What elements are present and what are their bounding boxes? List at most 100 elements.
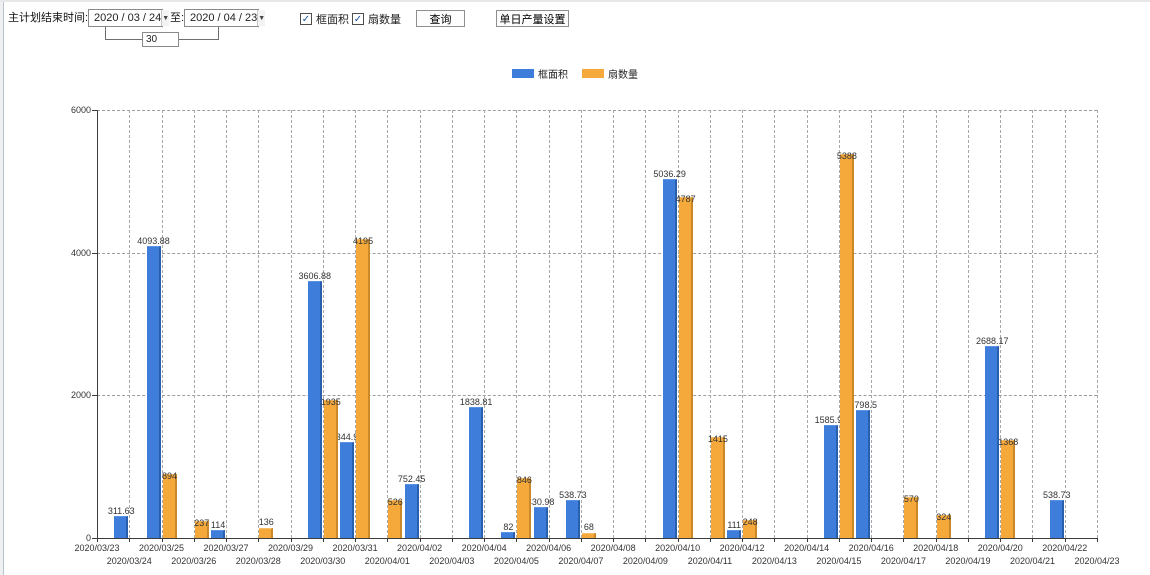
x-axis-tick [580, 538, 582, 542]
bar-value-label: 1368 [998, 437, 1019, 448]
date-from-value: 2020 / 03 / 24 [94, 12, 162, 24]
checkbox-sash-count[interactable]: ✓ 扇数量 [352, 11, 401, 27]
x-axis-label: 2020/04/15 [816, 556, 862, 566]
x-axis-tick [451, 538, 453, 542]
x-axis-label: 2020/04/16 [848, 543, 894, 553]
interval-days-input[interactable]: 30 [142, 32, 179, 47]
chevron-down-icon[interactable]: ▼ [257, 10, 266, 26]
legend-label: 扇数量 [608, 70, 638, 81]
checkbox-frame-area-label: 框面积 [316, 14, 349, 26]
x-axis-label: 2020/03/30 [300, 556, 346, 566]
x-gridline [613, 110, 615, 538]
legend-swatch-blue [512, 69, 534, 78]
checkbox-frame-area[interactable]: ✓ 框面积 [300, 11, 349, 27]
y-axis-label: 6000 [70, 105, 91, 115]
bar-框面积-2020/04/20 [985, 346, 1000, 538]
bar-扇数量-2020/04/01 [388, 500, 403, 538]
x-gridline [355, 110, 357, 538]
y-gridline [97, 395, 1097, 397]
bar-value-label: 237 [194, 518, 210, 529]
x-gridline [129, 110, 131, 538]
bar-框面积-2020/03/30 [307, 280, 322, 538]
y-axis-tick [92, 110, 97, 111]
date-from-picker[interactable]: 2020 / 03 / 24 ▼ [88, 9, 170, 27]
x-axis-tick [226, 538, 228, 542]
x-axis-tick [161, 538, 163, 542]
bar-value-label: 5036.29 [653, 168, 686, 179]
x-axis-label: 2020/04/18 [913, 543, 959, 553]
x-gridline [645, 110, 647, 538]
y-axis-label: 2000 [70, 390, 91, 401]
x-axis-tick [967, 538, 969, 542]
y-gridline [97, 110, 1097, 111]
bar-框面积-2020/04/07 [565, 499, 580, 538]
x-axis-tick [516, 538, 518, 542]
x-axis-label: 2020/04/04 [461, 543, 507, 553]
bar-扇数量-2020/03/26 [194, 521, 209, 538]
x-axis-tick [613, 538, 615, 542]
bar-value-label: 1838.81 [459, 396, 493, 407]
x-axis-label: 2020/04/12 [719, 543, 765, 553]
bar-value-label: 82 [503, 522, 514, 533]
x-axis-tick [387, 538, 389, 542]
x-axis-tick [355, 538, 357, 542]
bar-扇数量-2020/04/20 [1001, 440, 1016, 538]
bar-扇数量-2020/03/30 [323, 399, 338, 538]
x-gridline [1000, 110, 1002, 538]
x-axis-tick [742, 538, 744, 542]
x-axis-label: 2020/04/03 [429, 556, 475, 566]
x-axis-label: 2020/04/02 [397, 543, 443, 553]
bar-value-label: 538.73 [559, 489, 587, 500]
checkbox-sash-count-label: 扇数量 [368, 14, 401, 26]
window-top-edge [0, 0, 1150, 2]
date-to-picker[interactable]: 2020 / 04 / 23 ▼ [184, 9, 266, 27]
x-axis-label: 2020/04/08 [590, 543, 636, 553]
daily-output-settings-button[interactable]: 单日产量设置 [496, 10, 569, 27]
legend-swatch-orange [582, 69, 604, 78]
x-axis-tick [193, 538, 195, 542]
x-axis-tick [129, 538, 131, 542]
x-gridline [548, 110, 550, 538]
checkbox-checked-icon[interactable]: ✓ [352, 13, 364, 25]
checkbox-checked-icon[interactable]: ✓ [300, 13, 312, 25]
bar-框面积-2020/03/25 [146, 245, 161, 538]
x-axis [97, 538, 1098, 539]
toolbar: 主计划结束时间: 2020 / 03 / 24 ▼ 至: 2020 / 04 /… [0, 0, 1150, 55]
plan-end-time-label: 主计划结束时间: [8, 12, 89, 24]
x-axis-label: 2020/03/24 [106, 556, 152, 566]
bar-value-label: 136 [258, 517, 274, 528]
bar-value-label: 4093.88 [137, 235, 170, 246]
bar-value-label: 1798.5 [849, 399, 877, 410]
bar-value-label: 1585.96 [814, 414, 848, 425]
y-axis-tick [92, 252, 97, 254]
bar-value-label: 1935 [320, 396, 341, 407]
connector-line [105, 39, 142, 40]
x-axis-label: 2020/03/23 [74, 543, 120, 553]
legend-label: 框面积 [538, 70, 568, 81]
bar-value-label: 430.98 [526, 497, 555, 508]
x-axis-label: 2020/03/31 [332, 543, 378, 553]
x-axis-tick [871, 538, 873, 542]
x-axis-tick [97, 538, 98, 542]
bar-扇数量-2020/04/07 [581, 533, 596, 538]
x-gridline [1064, 110, 1066, 538]
x-gridline [451, 110, 453, 538]
query-button[interactable]: 查询 [416, 10, 465, 27]
x-axis-label: 2020/03/27 [203, 543, 249, 553]
chart-legend: 框面积 扇数量 [512, 66, 638, 81]
bar-value-label: 111 [727, 520, 741, 531]
connector-line [218, 27, 219, 40]
legend-item-frame-area: 框面积 [512, 66, 568, 81]
bar-value-label: 3606.88 [298, 270, 332, 281]
bar-扇数量-2020/04/05 [517, 477, 532, 538]
bar-扇数量-2020/03/28 [259, 528, 274, 538]
x-gridline [258, 110, 260, 538]
bar-框面积-2020/04/22 [1049, 499, 1064, 538]
chevron-down-icon[interactable]: ▼ [161, 10, 170, 26]
x-axis-label: 2020/04/01 [364, 556, 410, 566]
legend-item-sash-count: 扇数量 [582, 66, 638, 81]
x-axis-label: 2020/04/13 [751, 556, 797, 566]
x-axis-label: 2020/04/17 [880, 556, 926, 566]
x-axis-label: 2020/04/21 [1009, 556, 1055, 566]
